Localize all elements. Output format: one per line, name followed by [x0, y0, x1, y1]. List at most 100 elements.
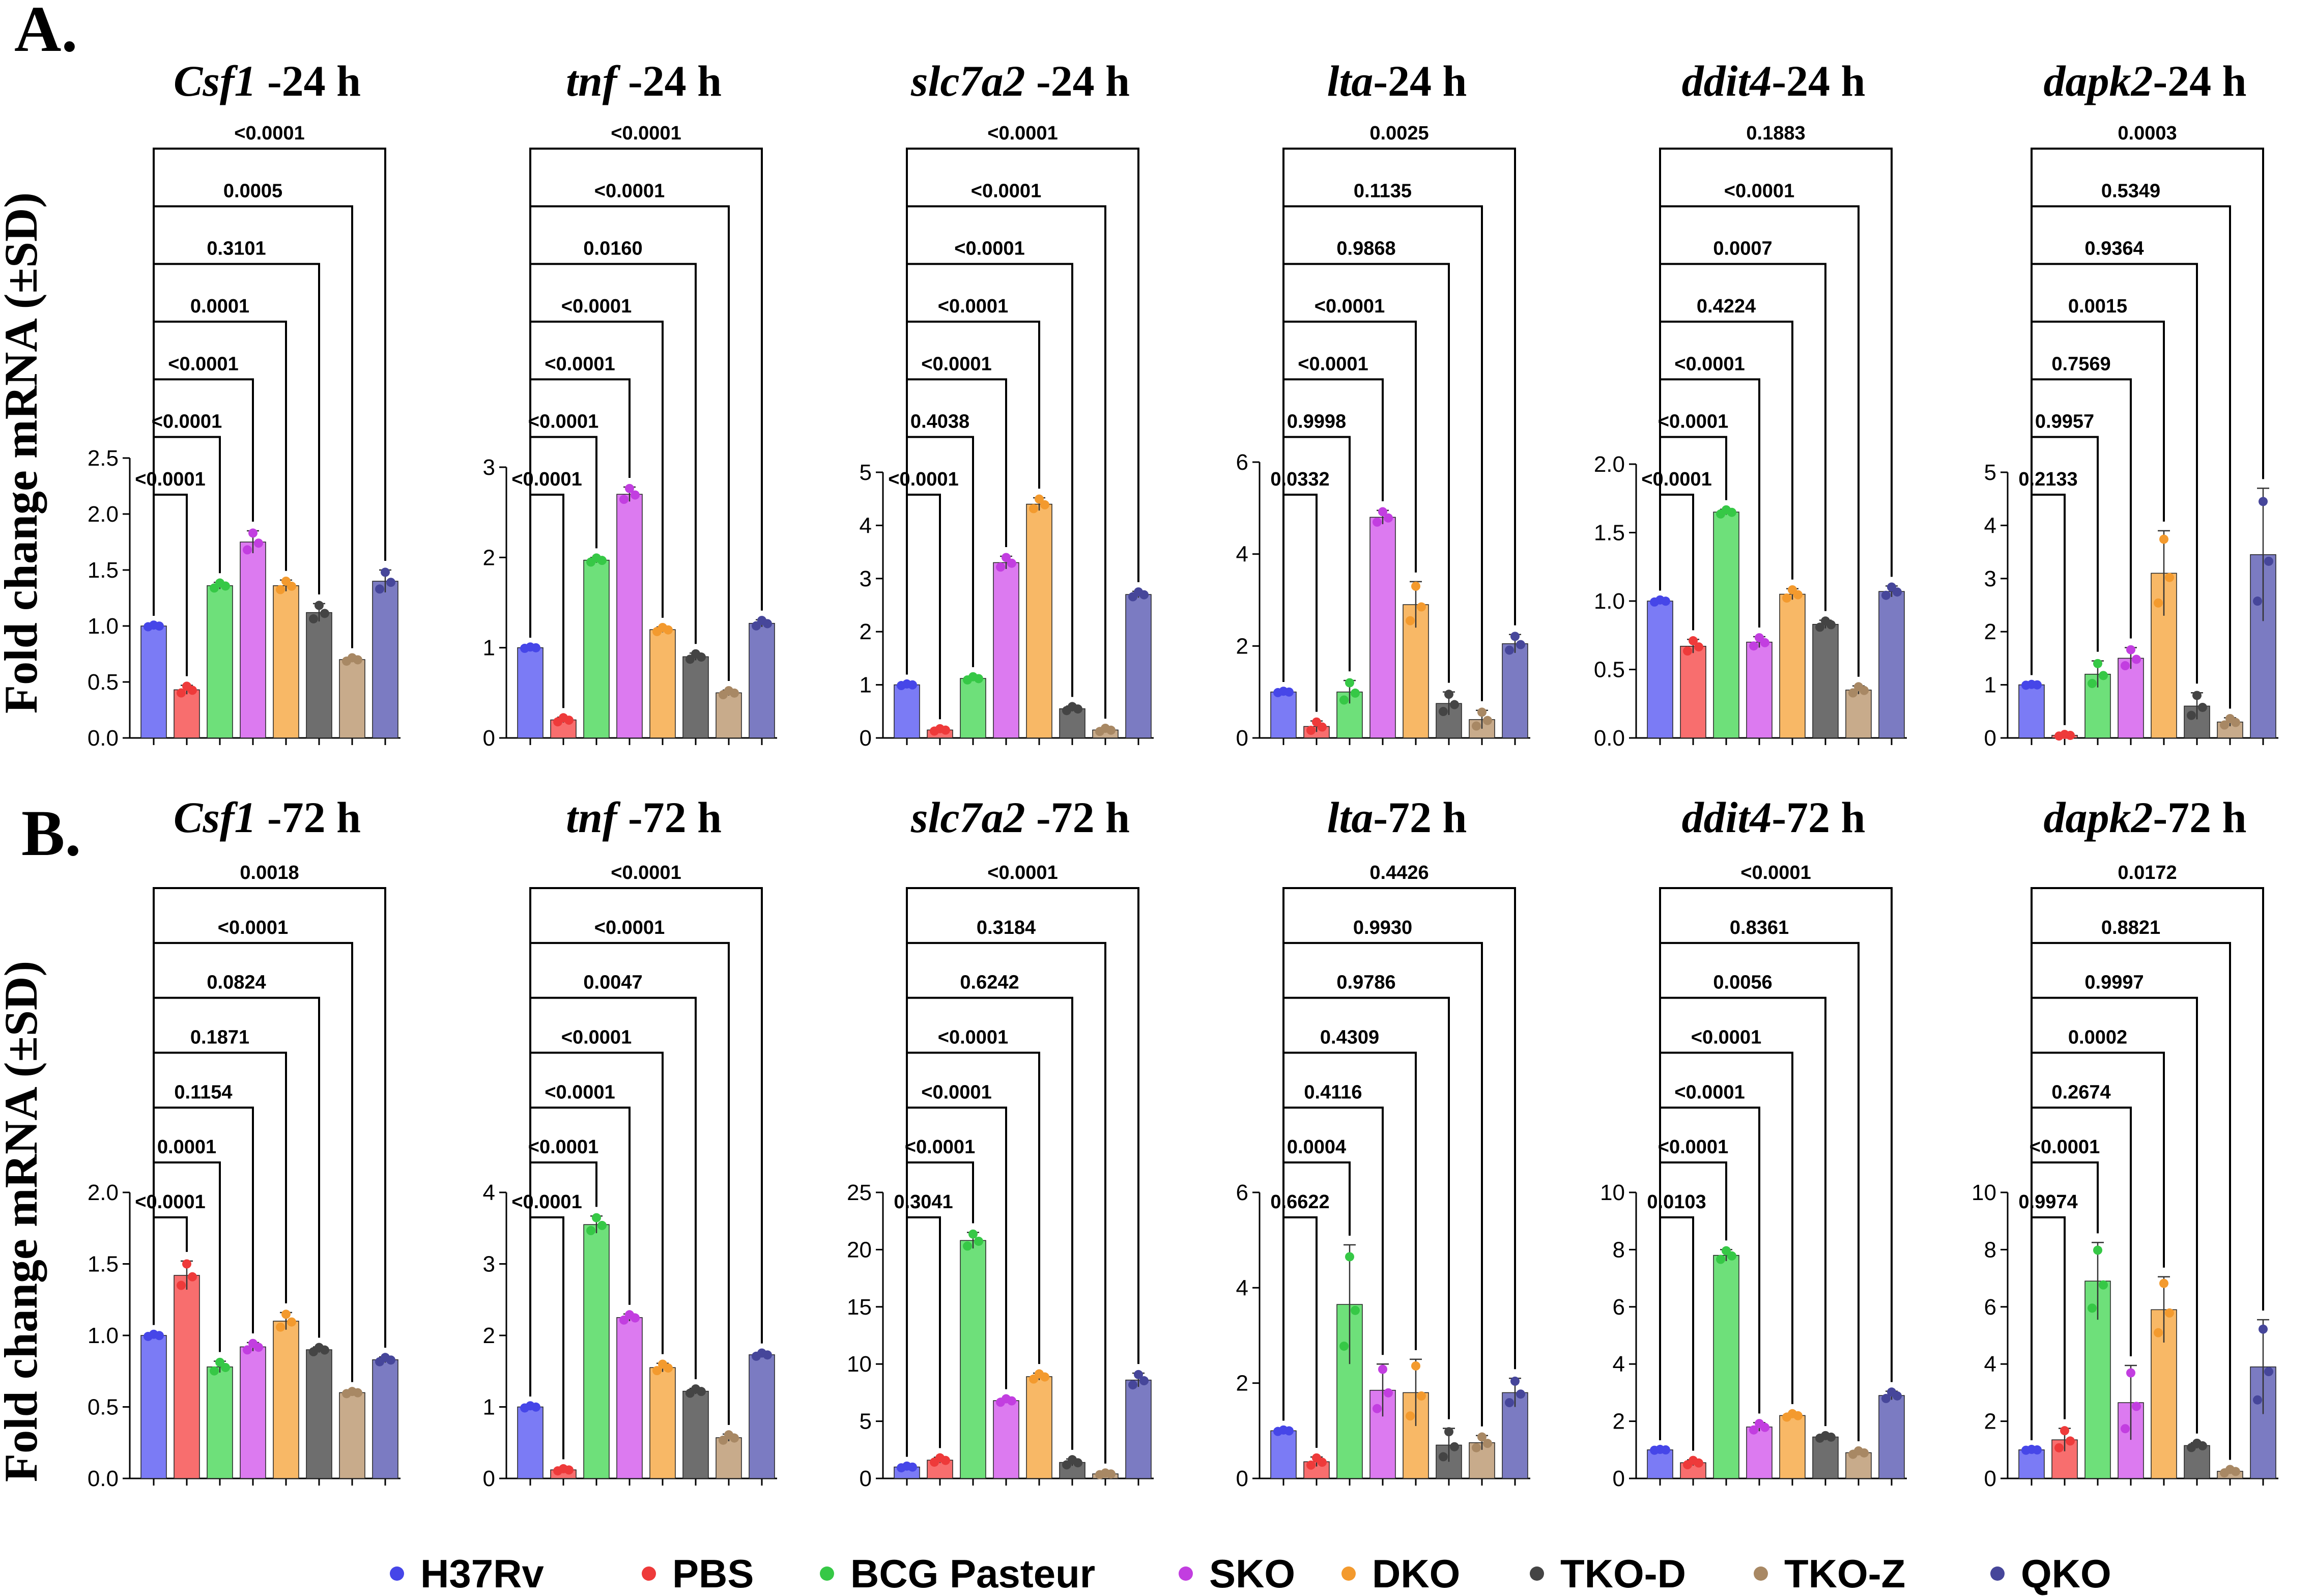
y-tick-label: 2: [1236, 634, 1248, 659]
data-point: [1694, 1458, 1703, 1468]
title-gene: slc7a2: [910, 793, 1025, 842]
data-point: [1139, 1376, 1149, 1386]
p-value-label: 0.9997: [2084, 972, 2144, 993]
p-value-label: 0.0004: [1287, 1136, 1346, 1158]
data-point: [2126, 1368, 2135, 1378]
p-value-label: <0.0001: [594, 917, 665, 938]
data-point: [1306, 726, 1316, 735]
bar-tko-z: [339, 1392, 365, 1479]
data-point: [1749, 1425, 1758, 1435]
significance-bracket: [1659, 148, 1893, 591]
data-point: [1373, 517, 1382, 527]
data-point: [730, 688, 739, 698]
p-value-label: <0.0001: [938, 296, 1008, 317]
p-value-label: 0.9998: [1287, 411, 1346, 433]
y-tick-label: 2.0: [88, 1180, 119, 1205]
chart-title: dapk2-72 h: [2044, 793, 2247, 842]
data-point: [1477, 707, 1487, 717]
data-point: [1505, 1398, 1514, 1408]
legend-marker-tko-d: [1530, 1566, 1544, 1581]
data-point: [2154, 1328, 2163, 1337]
y-tick-label: 1.0: [1594, 589, 1625, 614]
data-point: [320, 1345, 329, 1355]
bar-tko-d: [1812, 623, 1839, 738]
p-value-label: 0.9364: [2084, 238, 2144, 260]
p-value-label: <0.0001: [987, 123, 1058, 144]
bar-sko: [1746, 641, 1773, 738]
data-point: [1406, 1411, 1415, 1421]
title-time: -72 h: [1772, 793, 1865, 842]
y-tick-label: 8: [1984, 1237, 1996, 1262]
data-point: [2165, 573, 2174, 582]
bar-tko-d: [1812, 1436, 1839, 1479]
bar-bcg-pasteur: [207, 1366, 233, 1479]
data-point: [1472, 721, 1481, 731]
p-value-label: 0.0056: [1713, 972, 1772, 993]
bar-h37rv: [140, 1335, 167, 1479]
legend-label-bcg-pasteur: BCG Pasteur: [850, 1551, 1095, 1596]
y-axis-label-a: Fold change mRNA (±SD): [0, 192, 47, 714]
data-point: [2060, 1426, 2069, 1436]
chart-csf1-b: Csf1 -72 h 0.0 0.5 1.0 1.5 2.0 <0.0001 0.0001 0.…: [88, 793, 401, 1491]
chart-title: Csf1 -24 h: [174, 56, 361, 105]
data-point: [531, 643, 540, 652]
p-value-label: <0.0001: [135, 1191, 205, 1213]
bar-sko: [993, 562, 1019, 738]
data-point: [1510, 632, 1520, 641]
bar-dko: [1779, 593, 1806, 738]
data-point: [1040, 500, 1049, 509]
significance-bracket: [153, 887, 386, 1348]
p-value-label: <0.0001: [1658, 411, 1728, 433]
data-point: [1439, 1452, 1448, 1462]
data-point: [1516, 640, 1525, 649]
p-value-label: <0.0001: [545, 1081, 615, 1103]
significance-bracket: [2031, 1216, 2066, 1440]
y-tick-label: 0: [1236, 726, 1248, 751]
legend-marker-tko-z: [1754, 1566, 1768, 1581]
title-gene: tnf: [566, 793, 621, 842]
data-point: [697, 652, 706, 662]
data-point: [2187, 710, 2196, 720]
data-point: [1073, 1458, 1082, 1468]
y-tick-label: 2: [483, 1323, 495, 1348]
bar-qko: [1125, 594, 1152, 738]
data-point: [2159, 1278, 2168, 1288]
data-point: [1661, 1445, 1670, 1455]
bar-pbs: [174, 689, 200, 738]
bar-sko: [1746, 1427, 1773, 1479]
bar-qko: [1502, 643, 1528, 738]
p-value-label: 0.3184: [977, 917, 1036, 938]
p-value-label: <0.0001: [511, 1191, 582, 1213]
panel-a-label: A.: [14, 0, 77, 65]
data-point: [1378, 507, 1387, 517]
y-tick-label: 2.0: [88, 502, 119, 527]
bar-bcg-pasteur: [583, 559, 610, 738]
data-point: [974, 1236, 983, 1246]
chart-slc7a2-a: slc7a2 -24 h 0 1 2 3 4 5 <0.0001 0.4038 <0.0001 <0…: [860, 56, 1154, 751]
p-value-label: 0.0001: [190, 296, 249, 317]
p-value-label: 0.4116: [1304, 1081, 1362, 1103]
data-point: [2198, 1441, 2207, 1450]
title-time: -24 h: [2153, 56, 2247, 105]
data-point: [996, 562, 1005, 572]
y-tick-label: 0.0: [88, 726, 119, 751]
significance-bracket: [906, 1106, 1007, 1457]
p-value-label: 0.0332: [1270, 469, 1329, 490]
bar-sko: [993, 1400, 1019, 1479]
data-point: [2264, 556, 2273, 566]
y-tick-label: 1: [483, 636, 495, 661]
bar-qko: [372, 581, 398, 738]
data-point: [353, 1388, 362, 1398]
chart-title: ddit4-72 h: [1682, 793, 1866, 842]
y-tick-label: 6: [1236, 1180, 1248, 1205]
legend-marker-dko: [1341, 1566, 1356, 1581]
significance-bracket: [529, 148, 763, 638]
significance-bracket: [906, 1216, 941, 1457]
data-point: [2231, 718, 2240, 727]
data-point: [619, 495, 629, 504]
bar-tko-d: [682, 656, 709, 738]
data-point: [1384, 1388, 1393, 1398]
data-point: [386, 1355, 395, 1365]
p-value-label: <0.0001: [921, 1081, 991, 1103]
data-point: [1510, 1376, 1520, 1386]
